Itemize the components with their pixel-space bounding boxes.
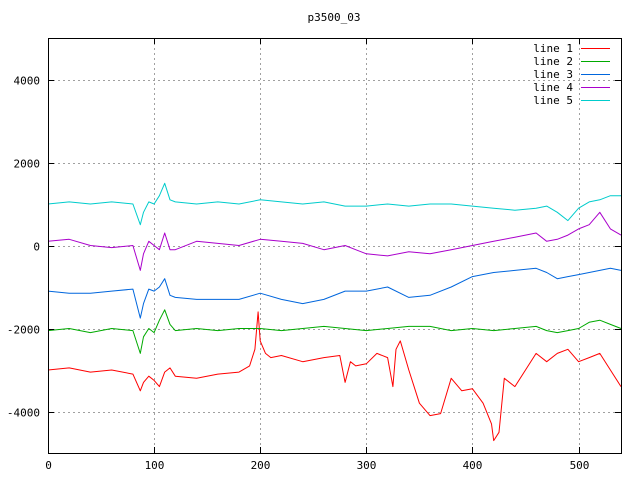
series-line-line-5	[47, 182, 621, 226]
legend-label: line 4	[533, 81, 573, 94]
legend-label: line 1	[533, 42, 573, 55]
y-tick-label: -4000	[7, 407, 40, 420]
x-tick-label: 0	[45, 459, 52, 472]
y-tick-label: -2000	[7, 324, 40, 337]
grid-lines	[48, 38, 621, 453]
y-tick-label: 0	[33, 241, 40, 254]
series-lines	[47, 182, 622, 442]
x-tick-label: 500	[570, 459, 590, 472]
x-axis-ticks: 0 100 200 300 400 500	[45, 38, 589, 472]
series-line-line-2	[47, 309, 622, 354]
y-tick-label: 4000	[14, 75, 41, 88]
x-tick-label: 100	[145, 459, 165, 472]
x-tick-label: 200	[251, 459, 271, 472]
y-axis-ticks: -4000 -2000 0 2000 4000	[7, 75, 621, 420]
x-tick-label: 400	[463, 459, 483, 472]
x-tick-label: 300	[357, 459, 377, 472]
series-line-line-1	[47, 311, 622, 442]
series-line-line-3	[47, 267, 622, 319]
legend-label: line 2	[533, 55, 573, 68]
chart-title: p3500_03	[308, 11, 361, 24]
y-tick-label: 2000	[14, 158, 41, 171]
series-line-line-4	[47, 211, 622, 271]
legend-label: line 5	[533, 94, 573, 107]
legend-label: line 3	[533, 68, 573, 81]
